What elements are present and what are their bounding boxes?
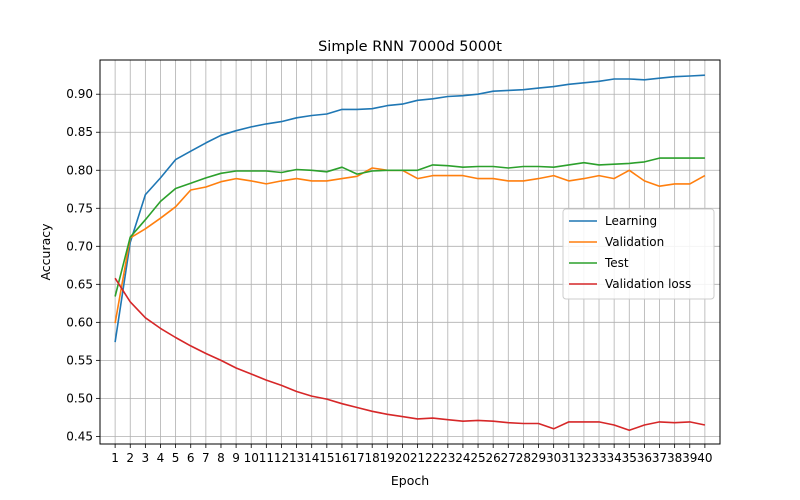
plot-frame (99, 59, 721, 445)
legend-label: Validation (605, 235, 664, 249)
y-tick-label: 0.75 (66, 201, 93, 215)
x-tick-label: 17 (349, 451, 364, 465)
legend-label: Learning (605, 214, 657, 228)
series-lines (114, 74, 706, 432)
x-tick-label: 21 (410, 451, 425, 465)
x-tick-label: 13 (289, 451, 304, 465)
y-tick-label: 0.50 (66, 391, 93, 405)
x-tick-label: 32 (576, 451, 591, 465)
x-tick-label: 26 (486, 451, 501, 465)
x-tick-label: 6 (187, 451, 195, 465)
y-tick-label: 0.65 (66, 277, 93, 291)
x-tick-label: 22 (425, 451, 440, 465)
x-tick-label: 9 (232, 451, 240, 465)
series-line-validation-loss (114, 277, 706, 432)
x-tick-label: 2 (126, 451, 134, 465)
x-tick-label: 23 (440, 451, 455, 465)
x-tick-label: 5 (172, 451, 180, 465)
y-tick-label: 0.55 (66, 353, 93, 367)
series-line-test (114, 157, 705, 297)
x-tick-label: 33 (591, 451, 606, 465)
x-tick-label: 28 (516, 451, 531, 465)
x-tick-label: 27 (501, 451, 516, 465)
series-line-validation (114, 167, 706, 324)
x-tick-label: 25 (470, 451, 485, 465)
y-tick-label: 0.70 (66, 239, 93, 253)
x-tick-label: 20 (395, 451, 410, 465)
y-tick-label: 0.45 (66, 429, 93, 443)
x-tick-label: 3 (142, 451, 150, 465)
x-tick-label: 8 (217, 451, 225, 465)
legend-label: Validation loss (605, 277, 691, 291)
x-tick-label: 14 (304, 451, 319, 465)
y-tick-label: 0.85 (66, 125, 93, 139)
x-tick-label: 7 (202, 451, 210, 465)
y-axis: 0.45 0.50 0.55 0.60 0.65 0.70 0.75 0.80 0.85 0.90 (66, 87, 100, 443)
y-tick-label: 0.90 (66, 87, 93, 101)
x-axis: 1 2 3 4 5 6 7 8 9 10 11 12 13 14 15 16 17 18 19 20 21 22 23 24 2… (111, 444, 713, 465)
series-line-learning (114, 74, 705, 343)
legend-box (562, 208, 715, 300)
legend: Learning Validation Test Validation loss (562, 208, 715, 300)
legend-label: Test (604, 256, 629, 270)
x-tick-label: 4 (157, 451, 165, 465)
x-tick-label: 16 (334, 451, 349, 465)
x-tick-label: 1 (111, 451, 119, 465)
x-tick-label: 36 (637, 451, 652, 465)
y-tick-label: 0.60 (66, 315, 93, 329)
x-tick-label: 37 (652, 451, 667, 465)
x-tick-label: 29 (531, 451, 546, 465)
x-axis-label: Epoch (391, 473, 429, 488)
chart-title: Simple RNN 7000d 5000t (318, 39, 502, 55)
x-tick-label: 34 (607, 451, 622, 465)
x-tick-label: 11 (259, 451, 274, 465)
x-tick-label: 39 (682, 451, 697, 465)
x-tick-label: 31 (561, 451, 576, 465)
x-tick-label: 19 (380, 451, 395, 465)
x-tick-label: 24 (455, 451, 470, 465)
x-tick-label: 12 (274, 451, 289, 465)
x-tick-label: 38 (667, 451, 682, 465)
x-tick-label: 40 (697, 451, 712, 465)
x-tick-label: 10 (244, 451, 259, 465)
x-tick-label: 35 (622, 451, 637, 465)
x-tick-label: 18 (365, 451, 380, 465)
x-tick-label: 30 (546, 451, 561, 465)
y-tick-label: 0.80 (66, 163, 93, 177)
y-axis-label: Accuracy (38, 223, 53, 281)
x-tick-label: 15 (319, 451, 334, 465)
